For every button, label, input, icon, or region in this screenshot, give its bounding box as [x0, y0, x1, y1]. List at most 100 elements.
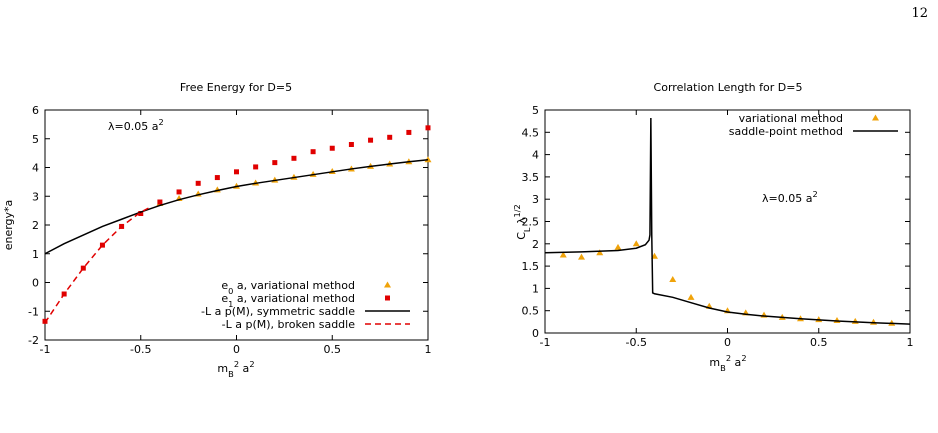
marker — [234, 169, 239, 175]
x-axis-label: mB2 a2 — [217, 359, 254, 379]
legend-label: variational method — [739, 112, 843, 125]
x-axis-label-part: B — [720, 363, 726, 373]
marker — [578, 253, 585, 260]
marker — [424, 156, 432, 163]
y-axis-label: CL λ1/2 — [512, 204, 532, 240]
y-tick-label: 2 — [32, 219, 39, 232]
marker — [368, 137, 374, 143]
x-axis-label-part: 2 — [726, 353, 731, 363]
y-tick-label: 3.5 — [522, 171, 540, 184]
marker — [559, 251, 567, 258]
marker — [214, 175, 220, 181]
legend-label-part: -L a p(M), broken saddle — [222, 318, 356, 331]
y-tick-label: 4 — [32, 162, 39, 175]
x-tick-label: 0.5 — [324, 343, 342, 356]
legend-label-part: e — [221, 292, 228, 305]
line — [44, 206, 151, 324]
plot-frame — [44, 109, 429, 341]
x-axis-label-part: a — [239, 362, 249, 375]
y-tick-label: 2 — [532, 238, 539, 251]
marker — [272, 160, 278, 166]
y-tick-label: 4.5 — [522, 126, 540, 139]
marker — [176, 189, 182, 195]
x-tick-label: -0.5 — [626, 336, 647, 349]
marker — [425, 125, 431, 131]
x-tick-label: 1 — [907, 336, 914, 349]
marker — [596, 249, 604, 256]
y-tick-label: 6 — [32, 104, 39, 117]
marker — [80, 265, 86, 271]
annotation-part: 2 — [158, 117, 163, 127]
marker — [406, 129, 412, 135]
x-tick-label: -0.5 — [130, 343, 151, 356]
x-axis-label-part: a — [731, 356, 741, 369]
marker — [310, 149, 316, 155]
y-tick-label: 1 — [532, 282, 539, 295]
legend-swatch — [385, 295, 390, 301]
x-axis-label-part: 2 — [234, 359, 239, 369]
y-axis-label-part: C — [515, 232, 528, 240]
y-axis-label: energy*a — [2, 200, 15, 251]
y-axis-label-part: λ — [515, 217, 528, 227]
y-tick-label: 5 — [32, 133, 39, 146]
marker — [387, 134, 393, 140]
y-tick-label: 5 — [532, 104, 539, 117]
marker — [291, 155, 297, 161]
y-axis-label-part: energy*a — [2, 200, 15, 251]
page-number: 12 — [911, 6, 928, 21]
legend-label-part: 1 — [228, 299, 233, 309]
legend-label: e0 a, variational method — [221, 279, 355, 296]
x-tick-label: -1 — [40, 343, 51, 356]
marker — [138, 211, 144, 216]
legend-label-part: a, variational method — [233, 292, 355, 305]
x-axis-label: mB2 a2 — [709, 353, 746, 373]
legend-label: e1 a, variational method — [221, 292, 355, 309]
line — [544, 118, 911, 325]
y-tick-label: 4 — [532, 149, 539, 162]
marker — [348, 142, 354, 147]
annotation: λ=0.05 a2 — [108, 117, 164, 133]
x-axis-label-part: m — [217, 362, 228, 375]
marker — [329, 145, 335, 151]
y-tick-label: 0.5 — [522, 305, 540, 318]
legend-label: -L a p(M), symmetric saddle — [201, 305, 355, 318]
marker — [99, 242, 105, 248]
annotation-part: λ=0.05 a — [108, 120, 158, 133]
y-axis-label-part: 1/2 — [512, 204, 522, 217]
legend-label-part: -L a p(M), symmetric saddle — [201, 305, 355, 318]
y-tick-label: 1.5 — [522, 260, 540, 273]
marker — [687, 293, 695, 300]
marker — [195, 180, 201, 186]
plot-frame — [544, 109, 911, 334]
x-tick-label: 0.5 — [810, 336, 828, 349]
legend-label-part: variational method — [739, 112, 843, 125]
marker — [669, 275, 677, 282]
marker — [870, 318, 877, 325]
chart-title: Free Energy for D=5 — [180, 81, 292, 94]
legend-label: saddle-point method — [729, 125, 843, 138]
legend-label-part: 0 — [228, 286, 233, 296]
x-axis-label-part: 2 — [741, 353, 746, 363]
marker — [632, 240, 640, 247]
line — [44, 158, 429, 255]
legend-swatch — [872, 114, 879, 121]
marker — [614, 243, 622, 250]
annotation: λ=0.05 a2 — [762, 189, 818, 205]
x-tick-label: 1 — [425, 343, 432, 356]
x-tick-label: 0 — [724, 336, 731, 349]
x-tick-label: 0 — [233, 343, 240, 356]
legend-label-part: a, variational method — [233, 279, 355, 292]
y-tick-label: 1 — [32, 248, 39, 261]
y-tick-label: -1 — [28, 305, 39, 318]
x-axis-label-part: B — [228, 369, 234, 379]
chart-title: Correlation Length for D=5 — [654, 81, 803, 94]
annotation-part: λ=0.05 a — [762, 192, 812, 205]
x-axis-label-part: 2 — [249, 359, 254, 369]
y-tick-label: -2 — [28, 334, 39, 347]
legend-swatch — [384, 281, 391, 288]
x-tick-label: -1 — [540, 336, 551, 349]
legend-label: -L a p(M), broken saddle — [222, 318, 356, 331]
annotation-part: 2 — [812, 189, 817, 199]
